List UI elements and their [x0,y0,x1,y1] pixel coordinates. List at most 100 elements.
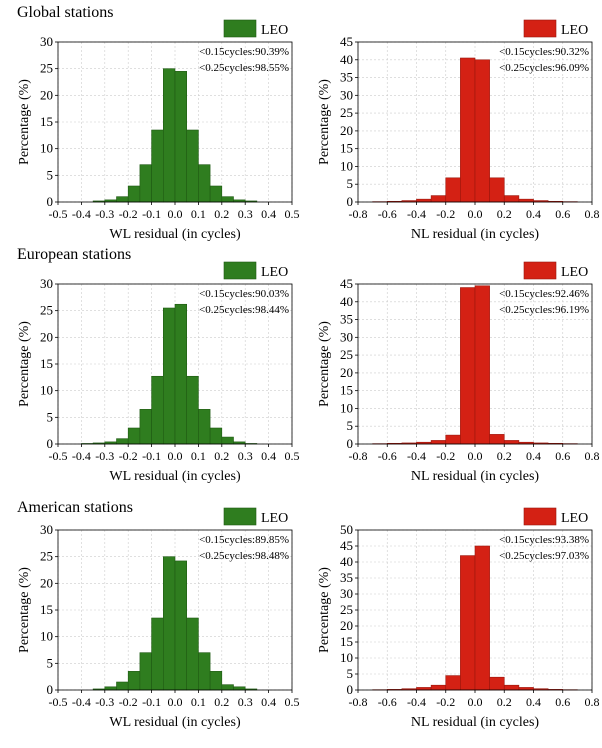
legend-swatch [224,20,256,37]
histogram-bar [210,671,222,690]
y-tick-label: 50 [340,522,353,537]
stats-annotation: <0.15cycles:90.32% [499,46,589,58]
x-tick-label: -0.2 [436,449,455,463]
y-tick-label: 25 [40,61,53,76]
y-tick-label: 15 [40,114,53,129]
histogram-bar [460,58,475,202]
x-tick-label: -0.3 [95,207,114,221]
histogram-bar [128,671,140,690]
x-tick-label: 0.2 [214,207,229,221]
x-tick-label: 0.0 [468,207,483,221]
x-tick-label: 0.6 [555,449,570,463]
y-tick-label: 15 [40,602,53,617]
x-axis-label: WL residual (in cycles) [109,469,241,484]
stats-annotation: <0.15cycles:93.38% [499,534,589,546]
x-tick-label: -0.4 [72,695,91,709]
y-tick-label: 5 [347,418,354,433]
y-axis-label: Percentage (%) [317,567,332,653]
x-tick-label: 0.8 [585,207,600,221]
histogram-bar [152,376,164,444]
x-tick-label: -0.8 [349,207,368,221]
x-axis-label: WL residual (in cycles) [109,227,241,242]
legend-swatch [224,262,256,279]
x-tick-label: -0.6 [378,207,397,221]
histogram-bar [198,409,210,444]
histogram-bar [519,199,534,202]
x-tick-label: -0.2 [436,207,455,221]
histogram-bar [140,409,152,444]
y-tick-label: 25 [340,347,353,362]
histogram-bar [105,687,117,690]
x-tick-label: 0.5 [285,695,300,709]
x-tick-label: -0.1 [142,207,161,221]
y-tick-label: 25 [340,602,353,617]
y-tick-label: 30 [340,87,353,102]
histogram-bar [222,197,234,202]
histogram-bar [187,618,199,690]
y-tick-label: 35 [340,570,353,585]
y-tick-label: 20 [340,365,353,380]
x-tick-label: 0.0 [468,695,483,709]
x-tick-label: -0.2 [436,695,455,709]
y-tick-label: 30 [40,34,53,49]
legend-label: LEO [261,511,288,526]
y-tick-label: 20 [340,618,353,633]
histogram-bar [210,428,222,444]
x-tick-label: -0.5 [49,449,68,463]
x-tick-label: -0.6 [378,695,397,709]
x-tick-label: -0.8 [349,695,368,709]
y-tick-label: 5 [347,666,354,681]
legend-label: LEO [561,265,588,280]
y-tick-label: 45 [340,538,353,553]
histogram-bar [446,435,461,444]
y-tick-label: 40 [340,52,353,67]
y-tick-label: 30 [340,586,353,601]
histogram-bar [163,308,175,444]
histogram-bar [117,682,129,690]
x-tick-label: 0.4 [526,207,541,221]
x-tick-label: 0.1 [191,695,206,709]
y-tick-label: 35 [340,70,353,85]
legend-swatch [524,20,556,37]
y-axis-label: Percentage (%) [17,567,32,653]
histogram-bar [222,437,234,444]
x-tick-label: -0.6 [378,449,397,463]
x-tick-label: 0.5 [285,449,300,463]
x-tick-label: 0.5 [285,207,300,221]
stats-annotation: <0.15cycles:90.39% [199,46,289,58]
x-tick-label: -0.5 [49,207,68,221]
y-tick-label: 35 [340,312,353,327]
stats-annotation: <0.15cycles:90.03% [199,288,289,300]
y-tick-label: 20 [40,329,53,344]
y-tick-label: 10 [40,629,53,644]
histogram-bar [475,546,490,690]
x-tick-label: 0.6 [555,207,570,221]
histogram-bar [175,561,187,690]
x-tick-label: -0.4 [407,207,426,221]
x-tick-label: 0.0 [168,207,183,221]
y-tick-label: 10 [40,141,53,156]
histogram-bar [222,685,234,690]
histogram-bar [175,304,187,444]
histogram-bar [490,434,505,444]
histogram-bar [198,165,210,202]
x-tick-label: -0.2 [119,207,138,221]
histogram-bar [490,178,505,202]
x-tick-label: 0.6 [555,695,570,709]
x-tick-label: -0.2 [119,695,138,709]
y-tick-label: 20 [40,87,53,102]
histogram-bar [163,69,175,202]
histogram-bar [475,286,490,444]
y-tick-label: 30 [40,276,53,291]
x-axis-label: WL residual (in cycles) [109,715,241,730]
histogram-bar [417,199,432,202]
histogram-bar [117,439,129,444]
x-tick-label: -0.5 [49,695,68,709]
histogram-bar [490,677,505,690]
x-tick-label: 0.3 [238,695,253,709]
x-tick-label: 0.2 [497,449,512,463]
